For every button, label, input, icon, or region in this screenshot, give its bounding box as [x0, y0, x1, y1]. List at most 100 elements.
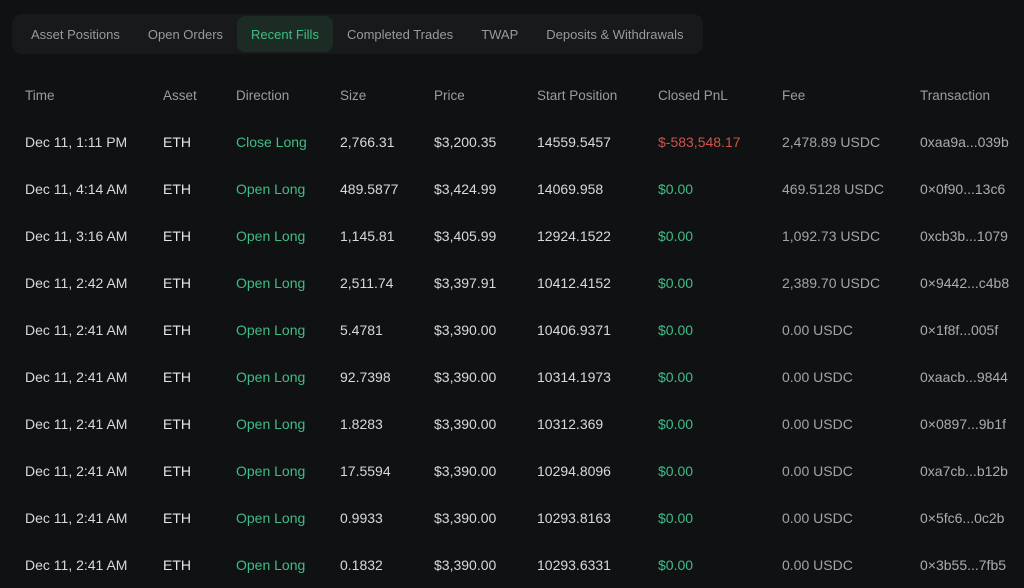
cell-time: Dec 11, 2:42 AM [25, 274, 128, 291]
cell-size: 1.8283 [340, 415, 383, 432]
table-row: Dec 11, 2:41 AM ETH Open Long 0.9933 $3,390.… [0, 494, 1024, 541]
cell-start_position: 10412.4152 [537, 274, 611, 291]
cell-time: Dec 11, 2:41 AM [25, 415, 128, 432]
cell-size: 2,511.74 [340, 274, 394, 291]
cell-asset: ETH [163, 227, 191, 244]
cell-fee: 2,478.89 USDC [782, 133, 881, 150]
cell-start_position: 10406.9371 [537, 321, 611, 338]
column-header-transaction: Transaction [920, 87, 991, 103]
cell-asset: ETH [163, 415, 191, 432]
cell-price: $3,390.00 [434, 368, 497, 385]
cell-transaction[interactable]: 0×3b55...7fb5 [920, 556, 1007, 573]
tab-asset-positions[interactable]: Asset Positions [31, 26, 120, 42]
cell-direction: Open Long [236, 415, 306, 432]
tab-twap[interactable]: TWAP [481, 26, 519, 42]
cell-price: $3,390.00 [434, 462, 497, 479]
cell-price: $3,200.35 [434, 133, 497, 150]
cell-direction: Open Long [236, 227, 306, 244]
cell-closed_pnl: $0.00 [658, 556, 694, 573]
cell-price: $3,424.99 [434, 180, 497, 197]
cell-time: Dec 11, 2:41 AM [25, 321, 128, 338]
cell-closed_pnl: $0.00 [658, 321, 694, 338]
cell-asset: ETH [163, 509, 191, 526]
cell-asset: ETH [163, 133, 191, 150]
cell-time: Dec 11, 2:41 AM [25, 462, 128, 479]
cell-transaction[interactable]: 0×9442...c4b8 [920, 274, 1010, 291]
table-row: Dec 11, 3:16 AM ETH Open Long 1,145.81 $3,40… [0, 212, 1024, 259]
cell-size: 17.5594 [340, 462, 391, 479]
cell-fee: 0.00 USDC [782, 415, 853, 432]
cell-fee: 469.5128 USDC [782, 180, 884, 197]
column-header-price: Price [434, 87, 465, 103]
table-row: Dec 11, 2:41 AM ETH Open Long 1.8283 $3,390.… [0, 400, 1024, 447]
cell-fee: 0.00 USDC [782, 462, 853, 479]
cell-transaction[interactable]: 0×5fc6...0c2b [920, 509, 1005, 526]
tab-deposits-withdrawals[interactable]: Deposits & Withdrawals [546, 26, 684, 42]
table-row: Dec 11, 2:41 AM ETH Open Long 5.4781 $3,390.… [0, 306, 1024, 353]
cell-asset: ETH [163, 274, 191, 291]
cell-price: $3,390.00 [434, 509, 497, 526]
cell-fee: 0.00 USDC [782, 368, 853, 385]
fills-table: Time Asset Direction Size Price Start Positio… [0, 72, 1024, 588]
cell-asset: ETH [163, 180, 191, 197]
cell-start_position: 10293.8163 [537, 509, 611, 526]
table-header-row: Time Asset Direction Size Price Start Positio… [0, 72, 1024, 118]
cell-transaction[interactable]: 0×0897...9b1f [920, 415, 1007, 432]
cell-fee: 1,092.73 USDC [782, 227, 881, 244]
cell-start_position: 10293.6331 [537, 556, 611, 573]
column-header-size: Size [340, 87, 367, 103]
cell-size: 92.7398 [340, 368, 391, 385]
cell-direction: Open Long [236, 556, 306, 573]
column-header-fee: Fee [782, 87, 806, 103]
cell-start_position: 10314.1973 [537, 368, 611, 385]
column-header-start_position: Start Position [537, 87, 618, 103]
table-row: Dec 11, 2:41 AM ETH Open Long 0.1832 $3,390.… [0, 541, 1024, 588]
cell-direction: Open Long [236, 462, 306, 479]
tab-completed-trades[interactable]: Completed Trades [346, 26, 454, 42]
tab-open-orders[interactable]: Open Orders [147, 26, 224, 42]
cell-size: 5.4781 [340, 321, 383, 338]
cell-asset: ETH [163, 321, 191, 338]
cell-asset: ETH [163, 368, 191, 385]
cell-direction: Close Long [236, 133, 307, 150]
cell-size: 0.1832 [340, 556, 383, 573]
cell-fee: 0.00 USDC [782, 509, 853, 526]
cell-start_position: 10294.8096 [537, 462, 611, 479]
cell-transaction[interactable]: 0xaacb...9844 [920, 368, 1008, 385]
cell-direction: Open Long [236, 509, 306, 526]
cell-transaction[interactable]: 0×1f8f...005f [920, 321, 999, 338]
cell-fee: 2,389.70 USDC [782, 274, 881, 291]
cell-closed_pnl: $0.00 [658, 274, 694, 291]
cell-transaction[interactable]: 0xaa9a...039b [920, 133, 1009, 150]
cell-direction: Open Long [236, 180, 306, 197]
cell-transaction[interactable]: 0xa7cb...b12b [920, 462, 1008, 479]
cell-closed_pnl: $0.00 [658, 509, 694, 526]
table-row: Dec 11, 2:41 AM ETH Open Long 92.7398 $3,390… [0, 353, 1024, 400]
cell-closed_pnl: $0.00 [658, 415, 694, 432]
cell-asset: ETH [163, 462, 191, 479]
cell-fee: 0.00 USDC [782, 321, 853, 338]
table-row: Dec 11, 2:42 AM ETH Open Long 2,511.74 $3,39… [0, 259, 1024, 306]
cell-direction: Open Long [236, 321, 306, 338]
column-header-time: Time [25, 87, 55, 103]
cell-price: $3,405.99 [434, 227, 497, 244]
cell-price: $3,390.00 [434, 415, 497, 432]
table-row: Dec 11, 1:11 PM ETH Close Long 2,766.31 $3,2… [0, 118, 1024, 165]
cell-start_position: 14069.958 [537, 180, 604, 197]
cell-time: Dec 11, 4:14 AM [25, 180, 128, 197]
cell-transaction[interactable]: 0×0f90...13c6 [920, 180, 1006, 197]
cell-closed_pnl: $-583,548.17 [658, 133, 741, 150]
cell-time: Dec 11, 2:41 AM [25, 556, 128, 573]
tab-recent-fills[interactable]: Recent Fills [237, 16, 333, 52]
cell-closed_pnl: $0.00 [658, 227, 694, 244]
cell-closed_pnl: $0.00 [658, 462, 694, 479]
cell-start_position: 10312.369 [537, 415, 604, 432]
cell-time: Dec 11, 3:16 AM [25, 227, 128, 244]
cell-fee: 0.00 USDC [782, 556, 853, 573]
cell-transaction[interactable]: 0xcb3b...1079 [920, 227, 1008, 244]
column-header-closed_pnl: Closed PnL [658, 87, 728, 103]
cell-direction: Open Long [236, 274, 306, 291]
cell-price: $3,397.91 [434, 274, 497, 291]
cell-start_position: 12924.1522 [537, 227, 611, 244]
cell-time: Dec 11, 2:41 AM [25, 368, 128, 385]
